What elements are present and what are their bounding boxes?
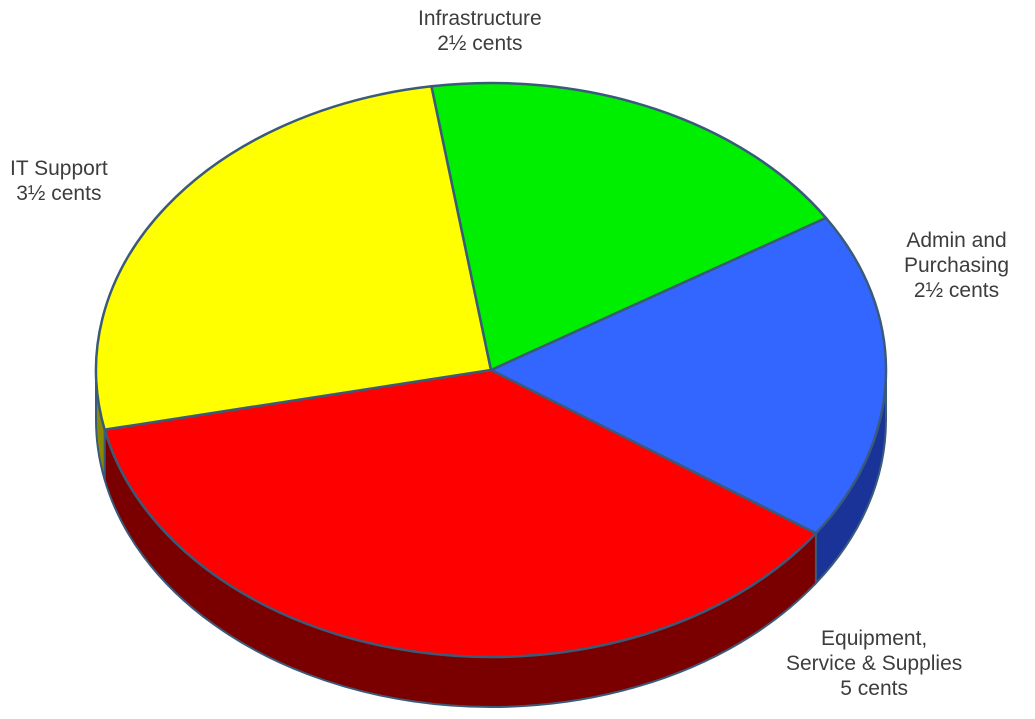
label-equipment: Equipment, Service & Supplies 5 cents (786, 626, 962, 701)
label-equipment-line-1: Equipment, (821, 627, 928, 650)
pie-tops (94, 81, 888, 659)
slice-admin (489, 216, 888, 535)
label-admin-line-3: 2½ cents (913, 279, 1000, 302)
label-infrastructure-line-1: Infrastructure (418, 7, 542, 30)
slice-equipment (103, 368, 818, 659)
label-it-support: IT Support 3½ cents (10, 156, 108, 206)
slice-it_support (94, 85, 493, 431)
label-admin-line-1: Admin and (906, 229, 1007, 252)
label-it-support-line-2: 3½ cents (16, 182, 102, 205)
label-equipment-line-3: 5 cents (840, 677, 908, 700)
label-infrastructure: Infrastructure 2½ cents (418, 6, 542, 56)
label-admin-purchasing: Admin and Purchasing 2½ cents (904, 228, 1009, 303)
label-equipment-line-2: Service & Supplies (786, 652, 963, 675)
slice-infrastructure (430, 81, 828, 372)
label-infrastructure-line-2: 2½ cents (437, 32, 523, 55)
label-admin-line-2: Purchasing (904, 254, 1010, 277)
label-it-support-line-1: IT Support (10, 157, 108, 180)
